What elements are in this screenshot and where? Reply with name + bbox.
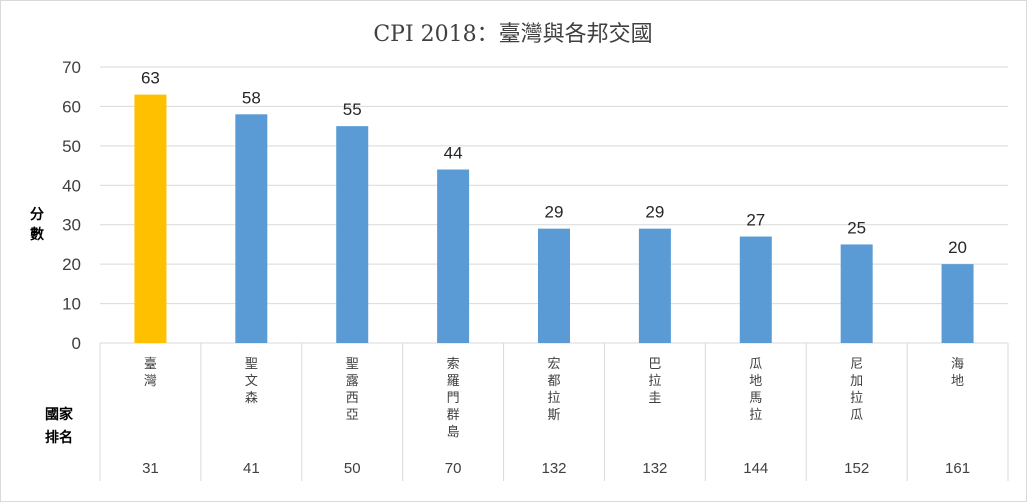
category-label: 聖露西亞 xyxy=(346,357,359,423)
y-tick-label: 50 xyxy=(62,137,81,156)
bar xyxy=(638,228,671,343)
category-label: 聖文森 xyxy=(245,357,258,406)
category-table: 臺灣 聖文森 聖露西亞 索羅門群島 宏都拉斯 巴拉圭 瓜地馬拉 尼加拉瓜 海地 31 41 50 70 1… xyxy=(99,343,1009,481)
rank-label: 132 xyxy=(541,460,566,477)
chart-title: CPI 2018：臺灣與各邦交國 xyxy=(373,22,652,47)
category-label: 索羅門群島 xyxy=(447,357,460,440)
bar xyxy=(941,264,974,343)
rank-label: 152 xyxy=(844,460,869,477)
data-label: 55 xyxy=(343,100,362,119)
data-label: 25 xyxy=(847,218,866,237)
bars xyxy=(134,94,974,344)
y-tick-label: 20 xyxy=(62,255,81,274)
x-axis-label: 國家排名 xyxy=(45,406,74,446)
y-tick-label: 10 xyxy=(62,295,81,314)
data-label: 58 xyxy=(242,88,261,107)
category-label: 宏都拉斯 xyxy=(547,357,560,423)
rank-label: 161 xyxy=(945,460,970,477)
category-label: 海地 xyxy=(951,357,964,389)
rank-label: 41 xyxy=(243,460,260,477)
y-tick-label: 70 xyxy=(62,58,81,77)
rank-label: 132 xyxy=(642,460,667,477)
data-label: 27 xyxy=(746,211,765,230)
y-tick-label: 30 xyxy=(62,216,81,235)
bar xyxy=(538,228,570,343)
y-tick-label: 40 xyxy=(62,176,81,195)
rank-label: 50 xyxy=(344,460,361,477)
category-label: 臺灣 xyxy=(144,357,157,389)
data-labels: 63 58 55 44 29 29 27 25 20 xyxy=(141,69,967,258)
data-label: 20 xyxy=(948,238,967,257)
y-tick-label: 60 xyxy=(62,97,81,116)
data-label: 63 xyxy=(141,69,160,88)
bar xyxy=(235,114,268,343)
category-label: 瓜地馬拉 xyxy=(749,357,762,423)
data-label: 29 xyxy=(545,203,564,222)
bar xyxy=(437,169,470,343)
category-label: 尼加拉瓜 xyxy=(850,357,863,423)
bar xyxy=(840,244,873,343)
y-tick-label: 0 xyxy=(72,334,81,353)
rank-label: 144 xyxy=(743,460,768,477)
category-label: 巴拉圭 xyxy=(648,357,661,406)
rank-label: 31 xyxy=(142,460,159,477)
bar xyxy=(336,126,369,344)
bar xyxy=(134,94,167,343)
rank-label: 70 xyxy=(445,460,462,477)
y-axis-ticks: 0 10 20 30 40 50 60 70 xyxy=(62,58,81,353)
data-label: 44 xyxy=(444,144,463,163)
data-label: 29 xyxy=(645,203,664,222)
bar xyxy=(739,236,772,343)
y-axis-label: 分數 xyxy=(30,207,44,243)
